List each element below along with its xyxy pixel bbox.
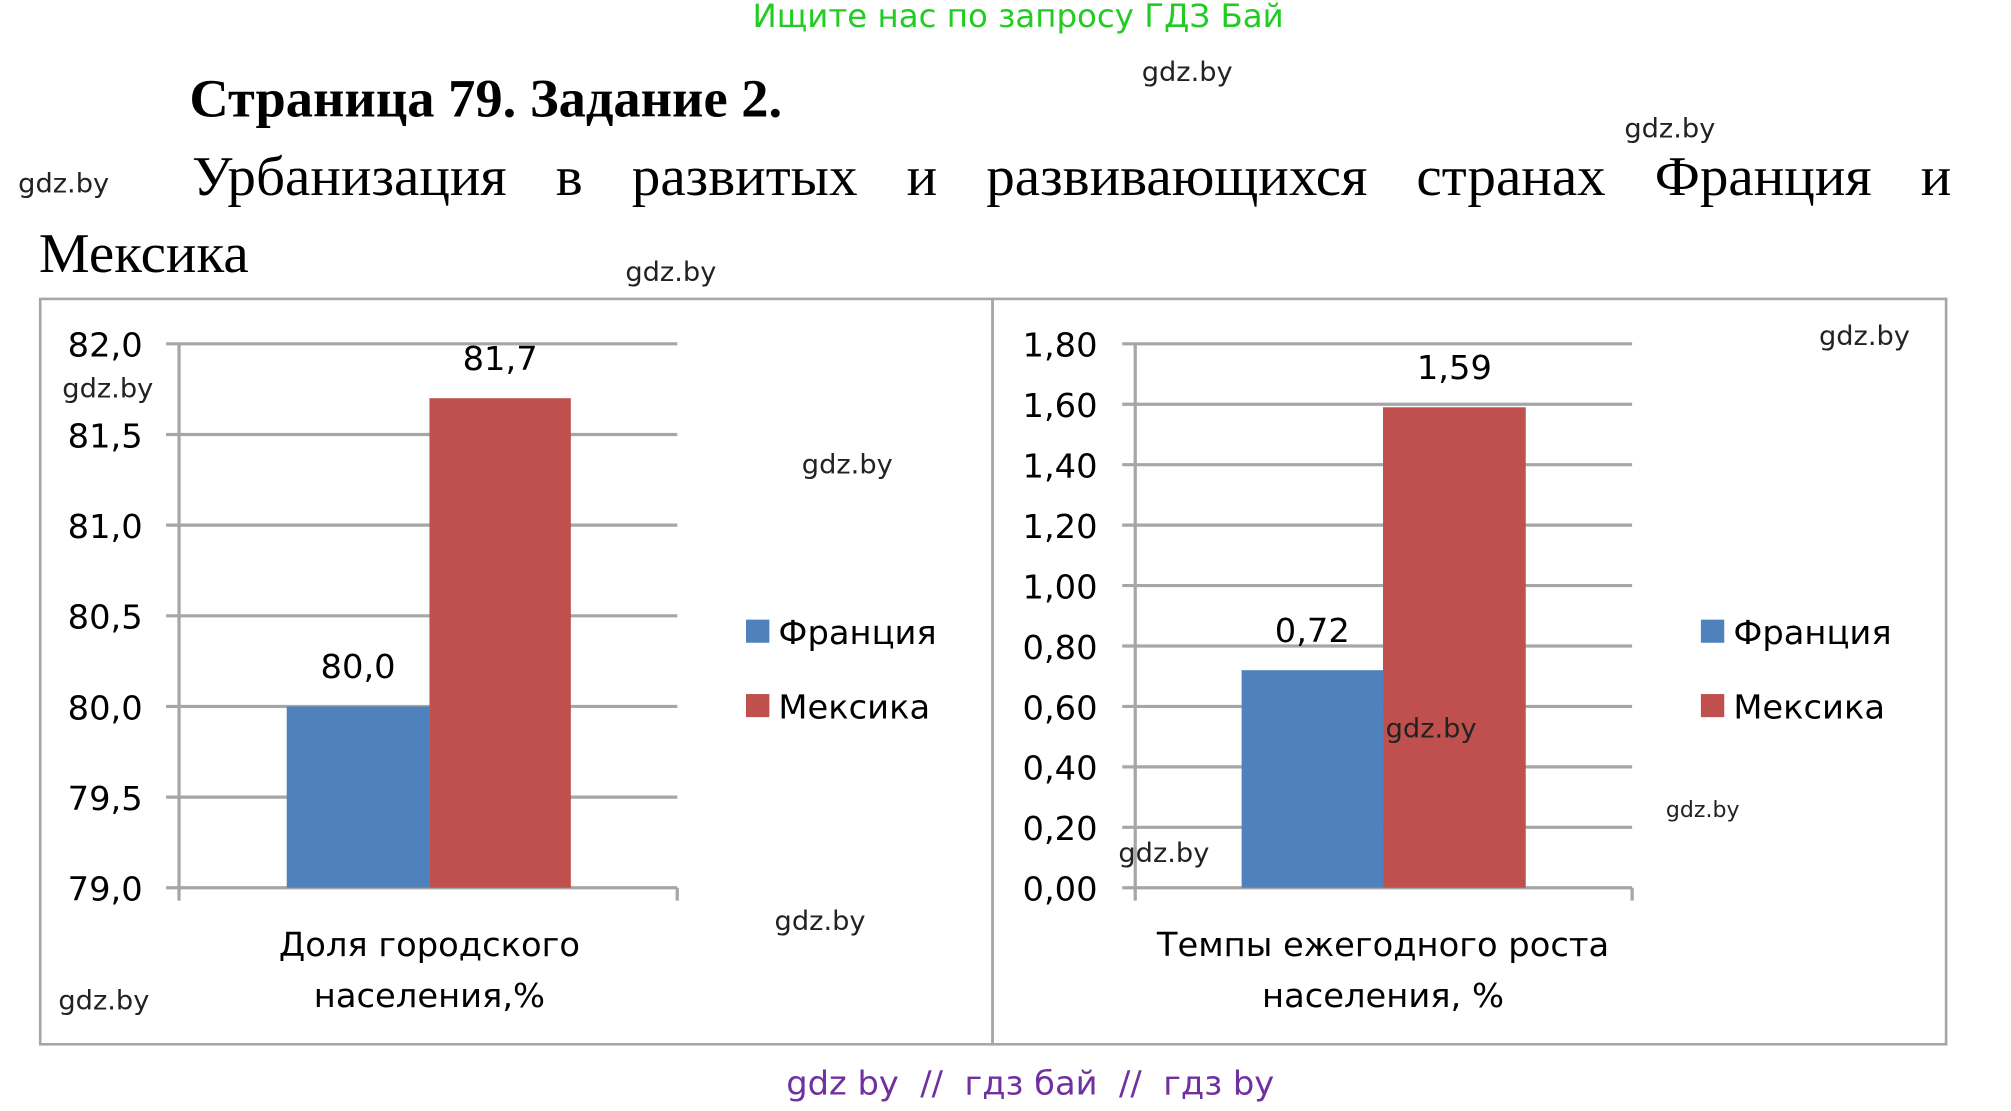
watermark: gdz.by	[1818, 320, 1910, 352]
y-tick-label: 1,80	[1023, 326, 1098, 365]
y-tick-label: 0,20	[1023, 809, 1098, 848]
legend-swatch-mexico	[1700, 694, 1725, 718]
subtitle-line2: Мексика	[38, 221, 249, 285]
y-tick-label: 79,0	[68, 870, 143, 909]
subtitle-word: Урбанизация	[192, 144, 507, 208]
x-axis-label: Доля городского	[279, 925, 580, 964]
subtitle-word: в	[555, 144, 583, 208]
y-tick-label: 0,00	[1023, 870, 1098, 909]
y-tick-label: 1,60	[1023, 386, 1098, 425]
watermark: gdz.by	[801, 449, 893, 480]
legend-label: Мексика	[778, 688, 930, 727]
subtitle-word: развитых	[631, 144, 858, 208]
y-tick-label: 0,80	[1023, 628, 1098, 667]
legend-label: Франция	[1733, 613, 1891, 652]
watermark: gdz.by	[62, 373, 154, 405]
legend-swatch-mexico	[746, 694, 770, 718]
legend-swatch-france	[1700, 619, 1725, 643]
x-axis-label: населения, %	[1262, 976, 1504, 1015]
watermark: gdz.by	[625, 256, 717, 288]
y-tick-label: 1,00	[1023, 568, 1098, 607]
watermark: gdz.by	[1118, 837, 1210, 869]
watermark: gdz.by	[1141, 56, 1233, 88]
subtitle-word: Франция	[1654, 144, 1872, 208]
watermark: gdz.by	[18, 168, 110, 199]
chart-panel-right	[991, 297, 1948, 1046]
watermark: gdz.by	[1665, 797, 1740, 824]
subtitle-word: развивающихся	[986, 144, 1368, 208]
y-tick-label: 81,0	[68, 507, 143, 546]
bar-france	[1241, 670, 1384, 888]
y-tick-label: 1,40	[1023, 447, 1098, 486]
x-axis-label: населения,%	[314, 976, 545, 1015]
search-banner: Ищите нас по запросу ГДЗ Бай	[752, 0, 1284, 35]
data-label: 81,7	[463, 339, 538, 378]
watermark: gdz.by	[1624, 112, 1716, 144]
data-label: 0,72	[1275, 611, 1350, 650]
subtitle-word: и	[1920, 144, 1952, 208]
watermark: gdz.by	[58, 985, 150, 1017]
page-heading: Страница 79. Задание 2.	[189, 70, 783, 130]
y-tick-label: 82,0	[68, 326, 143, 365]
y-tick-label: 0,60	[1023, 688, 1098, 727]
y-tick-label: 80,5	[68, 598, 143, 637]
legend-label: Мексика	[1733, 688, 1885, 727]
y-tick-label: 80,0	[68, 688, 143, 727]
subtitle-word: и	[906, 144, 938, 208]
data-label: 1,59	[1417, 348, 1492, 387]
y-tick-label: 79,5	[68, 779, 143, 818]
data-label: 80,0	[321, 647, 396, 686]
y-tick-label: 0,40	[1023, 749, 1098, 788]
subtitle-line1: Урбанизация в развитых и развивающихся с…	[192, 144, 1951, 209]
watermark: gdz.by	[774, 905, 866, 937]
legend-swatch-france	[746, 619, 770, 643]
bar-mexico	[1383, 407, 1526, 888]
y-tick-label: 1,20	[1023, 507, 1098, 546]
footer-links: gdz by // гдз бай // гдз by	[786, 1064, 1275, 1104]
legend-label: Франция	[778, 613, 936, 652]
bar-france	[286, 706, 430, 888]
subtitle-word: странах	[1416, 144, 1606, 208]
x-axis-label: Темпы ежегодного роста	[1156, 925, 1609, 964]
bar-mexico	[429, 398, 571, 888]
y-tick-label: 81,5	[68, 416, 143, 455]
watermark: gdz.by	[1385, 713, 1477, 745]
